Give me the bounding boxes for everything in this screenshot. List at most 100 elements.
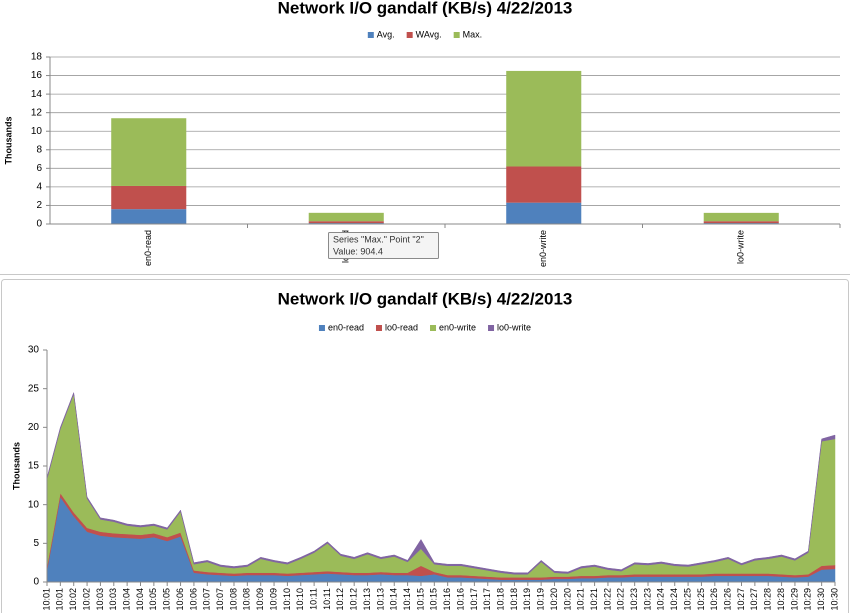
y-tick-label: 16 — [31, 70, 43, 81]
x-tick-label: 10:04 — [135, 588, 145, 611]
y-tick-label: 14 — [31, 89, 43, 100]
tooltip-title: Series "Max." Point "2" — [333, 234, 424, 244]
bottom-chart: Network I/O gandalf (KB/s) 4/22/2013 en0-… — [11, 289, 839, 610]
x-tick-label: 10:08 — [228, 588, 238, 611]
x-tick-label: 10:27 — [749, 588, 759, 611]
x-tick-label: 10:24 — [656, 588, 666, 611]
y-tick-label: 10 — [28, 499, 40, 510]
y-tick-label: 25 — [28, 383, 40, 394]
x-tick-label: 10:10 — [295, 588, 305, 611]
y-tick-label: 10 — [31, 126, 43, 137]
legend-label: WAvg. — [416, 29, 442, 39]
x-tick-label: en0-read — [143, 230, 153, 266]
y-tick-label: 30 — [28, 345, 40, 356]
x-tick-label: 10:21 — [576, 588, 586, 611]
x-tick-label: 10:09 — [255, 588, 265, 611]
legend-label: Max. — [463, 29, 483, 39]
x-tick-label: 10:05 — [148, 588, 158, 611]
x-tick-label: 10:16 — [455, 588, 465, 611]
bar-segment — [506, 70, 582, 167]
x-tick-label: 10:23 — [629, 588, 639, 611]
chart-title: Network I/O gandalf (KB/s) 4/22/2013 — [278, 0, 573, 17]
x-tick-label: lo0-write — [736, 230, 746, 264]
legend-swatch — [375, 325, 382, 331]
x-tick-label: 10:11 — [322, 588, 332, 610]
x-tick-label: 10:03 — [108, 588, 118, 611]
bar-segment — [506, 202, 582, 224]
legend-swatch — [367, 32, 374, 38]
x-tick-label: 10:27 — [736, 588, 746, 611]
legend-swatch — [453, 32, 460, 38]
bar-segment — [703, 212, 779, 222]
tooltip-box — [328, 232, 439, 259]
legend-label: en0-read — [328, 322, 364, 332]
legend-swatch — [406, 32, 413, 38]
x-tick-label: 10:19 — [536, 588, 546, 611]
y-tick-label: 8 — [36, 144, 42, 155]
x-tick-label: 10:07 — [202, 588, 212, 611]
tooltip-value: Value: 904.4 — [333, 246, 383, 256]
x-tick-label: 10:19 — [522, 588, 532, 611]
x-tick-label: 10:17 — [469, 588, 479, 611]
x-tick-label: 10:09 — [268, 588, 278, 611]
legend: en0-read lo0-read en0-write lo0-write — [318, 322, 531, 332]
x-tick-label: 10:05 — [162, 588, 172, 611]
bar-segment — [703, 221, 779, 224]
x-tick-label: 10:01 — [55, 588, 65, 611]
x-tick-label: 10:20 — [562, 588, 572, 611]
top-chart: Network I/O gandalf (KB/s) 4/22/2013 Avg.… — [3, 0, 841, 267]
tooltip: Series "Max." Point "2" Value: 904.4 — [328, 232, 439, 259]
x-tick-label: 10:15 — [415, 588, 425, 611]
legend-swatch — [488, 325, 495, 331]
x-tick-label: 10:30 — [829, 588, 839, 611]
bar-segment — [111, 185, 187, 210]
x-tick-label: 10:15 — [429, 588, 439, 611]
y-tick-label: 4 — [36, 182, 42, 193]
y-axis-title: Thousands — [3, 116, 13, 164]
legend-swatch — [430, 325, 437, 331]
legend-label: en0-write — [439, 322, 476, 332]
x-tick-label: 10:06 — [188, 588, 198, 611]
x-tick-label: 10:08 — [242, 588, 252, 611]
y-tick-label: 20 — [28, 422, 40, 433]
x-tick-label: 10:22 — [602, 588, 612, 611]
x-tick-label: 10:28 — [776, 588, 786, 611]
x-tick-label: 10:25 — [682, 588, 692, 611]
x-tick-label: 10:12 — [349, 588, 359, 611]
x-tick-label: 10:04 — [122, 588, 132, 611]
y-tick-label: 6 — [36, 163, 42, 174]
x-tick-label: 10:22 — [616, 588, 626, 611]
y-tick-label: 12 — [31, 107, 43, 118]
bar-segment — [308, 212, 384, 222]
x-tick-label: en0-write — [538, 230, 548, 267]
x-tick-label: 10:29 — [803, 588, 813, 611]
legend-label: Avg. — [377, 29, 395, 39]
x-tick-label: 10:14 — [389, 588, 399, 611]
x-tick-label: 10:18 — [495, 588, 505, 611]
x-tick-label: 10:06 — [175, 588, 185, 611]
x-tick-label: 10:30 — [816, 588, 826, 611]
bar-segment — [111, 209, 187, 224]
legend-label: lo0-read — [385, 322, 418, 332]
x-tick-label: 10:07 — [215, 588, 225, 611]
x-tick-label: 10:29 — [789, 588, 799, 611]
x-tick-label: 10:20 — [549, 588, 559, 611]
x-tick-label: 10:17 — [482, 588, 492, 611]
chart-title: Network I/O gandalf (KB/s) 4/22/2013 — [278, 289, 573, 308]
x-tick-label: 10:23 — [642, 588, 652, 611]
x-tick-label: 10:21 — [589, 588, 599, 611]
legend-swatch — [318, 325, 325, 331]
x-tick-label: 10:18 — [509, 588, 519, 611]
x-tick-label: 10:14 — [402, 588, 412, 611]
x-tick-label: 10:13 — [375, 588, 385, 611]
bar-segment — [111, 118, 187, 186]
x-tick-label: 10:16 — [442, 588, 452, 611]
x-tick-label: 10:01 — [41, 588, 51, 611]
x-tick-label: 10:02 — [68, 588, 78, 611]
x-tick-label: 10:03 — [95, 588, 105, 611]
x-tick-label: 10:12 — [335, 588, 345, 611]
x-tick-label: 10:28 — [763, 588, 773, 611]
legend-label: lo0-write — [497, 322, 531, 332]
x-tick-label: 10:25 — [696, 588, 706, 611]
